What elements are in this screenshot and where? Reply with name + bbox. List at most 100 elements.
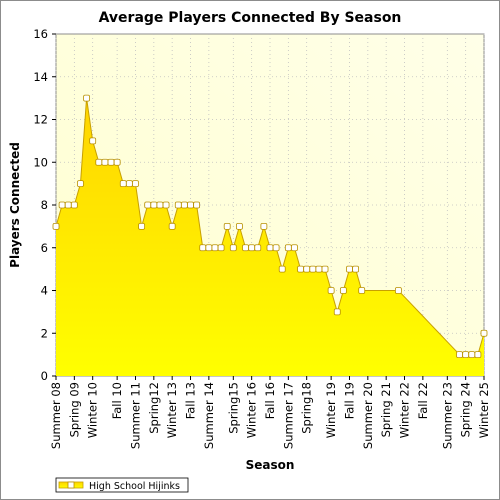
x-tick-label: Fall 10 [110,382,124,419]
data-point [284,244,292,252]
data-point [339,287,347,294]
data-point [205,244,213,252]
data-point [150,201,158,209]
data-point [119,180,127,188]
x-tick-label: Spring18 [300,382,314,434]
x-tick-label: Summer 17 [281,382,295,449]
data-point [266,244,274,252]
y-tick-label: 12 [33,113,48,127]
y-tick-label: 6 [41,241,48,255]
data-point [77,180,84,188]
data-point [199,244,207,252]
x-tick-label: Fall 13 [184,382,198,419]
data-point [321,265,329,273]
data-point [113,158,121,166]
chart-title: Average Players Connected By Season [99,10,402,26]
data-point [125,180,133,188]
x-tick-label: Spring 21 [379,382,393,437]
data-point [132,180,139,188]
data-point [156,201,164,209]
data-point [217,244,225,252]
y-tick-label: 16 [33,27,48,41]
data-point [211,244,219,252]
data-point [107,158,115,166]
data-point [52,222,60,230]
x-tick-label: Fall 16 [263,382,277,419]
y-axis-label: Players Connected [8,142,22,268]
x-tick-label: Fall 19 [342,382,356,419]
data-point [248,244,256,252]
data-point [162,201,170,209]
data-point [89,137,97,145]
x-tick-label: Summer 23 [440,382,454,449]
y-tick-label: 4 [41,284,48,298]
data-point [333,308,341,316]
x-tick-label: Winter 13 [165,382,179,438]
data-markers [52,94,488,359]
x-tick-label: Summer 11 [128,382,142,449]
x-tick-label: Winter 22 [398,382,412,438]
data-point [95,158,103,166]
data-point [229,244,237,252]
data-point [309,265,317,273]
y-tick-label: 14 [33,70,48,84]
data-point [327,287,335,294]
x-tick-label: Spring15 [226,382,240,434]
data-point [480,329,488,337]
area-fill [56,98,484,376]
data-point [456,351,463,359]
y-tick-label: 2 [41,326,48,340]
data-point [358,287,366,294]
data-point [58,201,66,209]
x-tick-label: Spring12 [147,382,161,434]
legend-marker [67,481,75,489]
data-point [254,244,262,252]
data-point [64,201,72,209]
data-point [187,201,194,209]
x-tick-label: Spring 09 [67,382,81,437]
data-point [242,244,249,252]
x-tick-label: Winter 19 [324,382,338,438]
data-point [70,201,78,209]
y-tick-label: 10 [33,155,48,169]
data-point [101,158,109,166]
x-tick-label: Fall 22 [416,382,430,419]
y-tick-label: 0 [41,369,48,383]
data-point [303,265,311,273]
y-tick-label: 8 [41,198,48,212]
x-axis-label: Season [246,458,295,472]
x-tick-label: Winter 10 [86,382,100,438]
x-tick-label: Winter 25 [477,382,491,438]
legend-box [55,477,189,493]
x-axis-ticks: Summer 08 Spring 09 Winter 10 Fall 10 Summer… [49,376,491,449]
data-point [168,222,176,230]
data-point [138,222,146,230]
data-point [297,265,304,273]
x-tick-label: Summer 20 [361,382,375,449]
x-tick-label: Summer 08 [49,382,63,449]
data-point [83,94,90,102]
data-point [236,222,243,230]
data-point [468,351,476,359]
data-point [462,351,470,359]
data-point [174,201,182,209]
data-point [346,265,353,273]
data-point [278,265,286,273]
data-point [180,201,188,209]
data-point [272,244,280,252]
data-point [144,201,152,209]
data-point [352,265,360,273]
legend-label: High School Hijinks [89,481,180,492]
legend: High School Hijinks [55,477,189,493]
data-point [193,201,201,209]
data-point [474,351,482,359]
x-tick-label: Spring 24 [459,382,473,437]
y-axis-ticks: 0 2 4 6 8 10 12 14 16 [33,27,56,383]
data-point [260,222,268,230]
data-point [394,287,402,294]
x-tick-label: Winter 16 [245,382,259,438]
data-point [291,244,298,252]
x-tick-label: Summer 14 [202,382,216,449]
data-point [223,222,231,230]
